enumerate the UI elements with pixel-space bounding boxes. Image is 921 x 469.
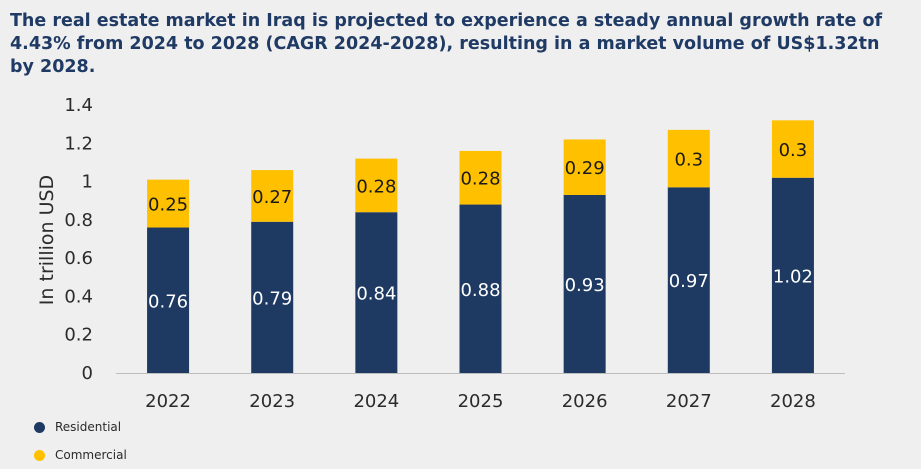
x-tick-label: 2026	[562, 391, 608, 412]
bar-segment-commercial	[251, 170, 294, 222]
bar-segment-residential	[459, 204, 502, 373]
bar-segment-residential	[355, 212, 398, 373]
data-label: 0.29	[565, 158, 605, 179]
data-label: 0.3	[779, 140, 808, 161]
legend-item-residential: Residential	[34, 413, 127, 441]
chart-title: The real estate market in Iraq is projec…	[10, 11, 883, 77]
legend: Residential Commercial	[34, 413, 127, 469]
y-axis: 0 0.2 0.4 0.6 0.8 1 1.2 1.4	[64, 95, 93, 384]
y-axis-label: In trillion USD	[36, 175, 58, 305]
x-tick-label: 2024	[353, 391, 399, 412]
y-tick-label: 1.4	[64, 95, 93, 116]
data-label: 0.93	[565, 275, 605, 296]
y-tick-label: 1	[82, 172, 93, 193]
bar-segment-residential	[563, 194, 606, 373]
x-tick-label: 2022	[145, 391, 191, 412]
data-label: 0.27	[252, 187, 292, 208]
x-tick-label: 2025	[458, 391, 504, 412]
legend-swatch-commercial	[34, 449, 45, 461]
data-label: 0.28	[356, 176, 396, 197]
x-tick-label: 2028	[770, 391, 816, 412]
legend-swatch-residential	[34, 421, 45, 433]
bar-segment-residential	[771, 177, 814, 373]
bar-segment-commercial	[147, 179, 190, 228]
y-tick-label: 0.6	[64, 248, 93, 269]
bar-segment-residential	[251, 221, 294, 373]
data-label: 0.84	[356, 284, 396, 305]
data-label: 0.25	[148, 195, 188, 216]
legend-label-residential: Residential	[55, 420, 122, 434]
y-tick-label: 0.4	[64, 286, 93, 307]
bar-segment-commercial	[459, 150, 502, 205]
data-label: 0.76	[148, 291, 188, 312]
y-tick-label: 0.2	[64, 325, 93, 346]
bar-segment-commercial	[355, 158, 398, 213]
x-axis: 2022 2023 2024 2025 2026 2027 2028	[116, 373, 845, 412]
data-label: 0.97	[669, 271, 709, 292]
data-label: 1.02	[773, 266, 813, 287]
y-tick-label: 1.2	[64, 133, 93, 154]
bar-segment-residential	[147, 227, 190, 373]
x-tick-label: 2023	[249, 391, 295, 412]
bar-segment-commercial	[563, 139, 606, 195]
y-tick-label: 0	[82, 363, 93, 384]
y-tick-label: 0.8	[64, 210, 93, 231]
bars: 0.76 0.25 0.79 0.27 0.84 0.28 0.88 0.28 0.93 0.29…	[147, 120, 814, 373]
data-label: 0.79	[252, 288, 292, 309]
bar-segment-commercial	[771, 120, 814, 178]
data-label: 0.3	[674, 150, 703, 171]
data-label: 0.88	[460, 280, 500, 301]
data-label: 0.28	[460, 169, 500, 190]
bar-segment-residential	[667, 187, 710, 373]
x-tick-label: 2027	[666, 391, 712, 412]
legend-item-commercial: Commercial	[34, 441, 127, 469]
legend-label-commercial: Commercial	[55, 448, 127, 462]
bar-segment-commercial	[667, 129, 710, 188]
